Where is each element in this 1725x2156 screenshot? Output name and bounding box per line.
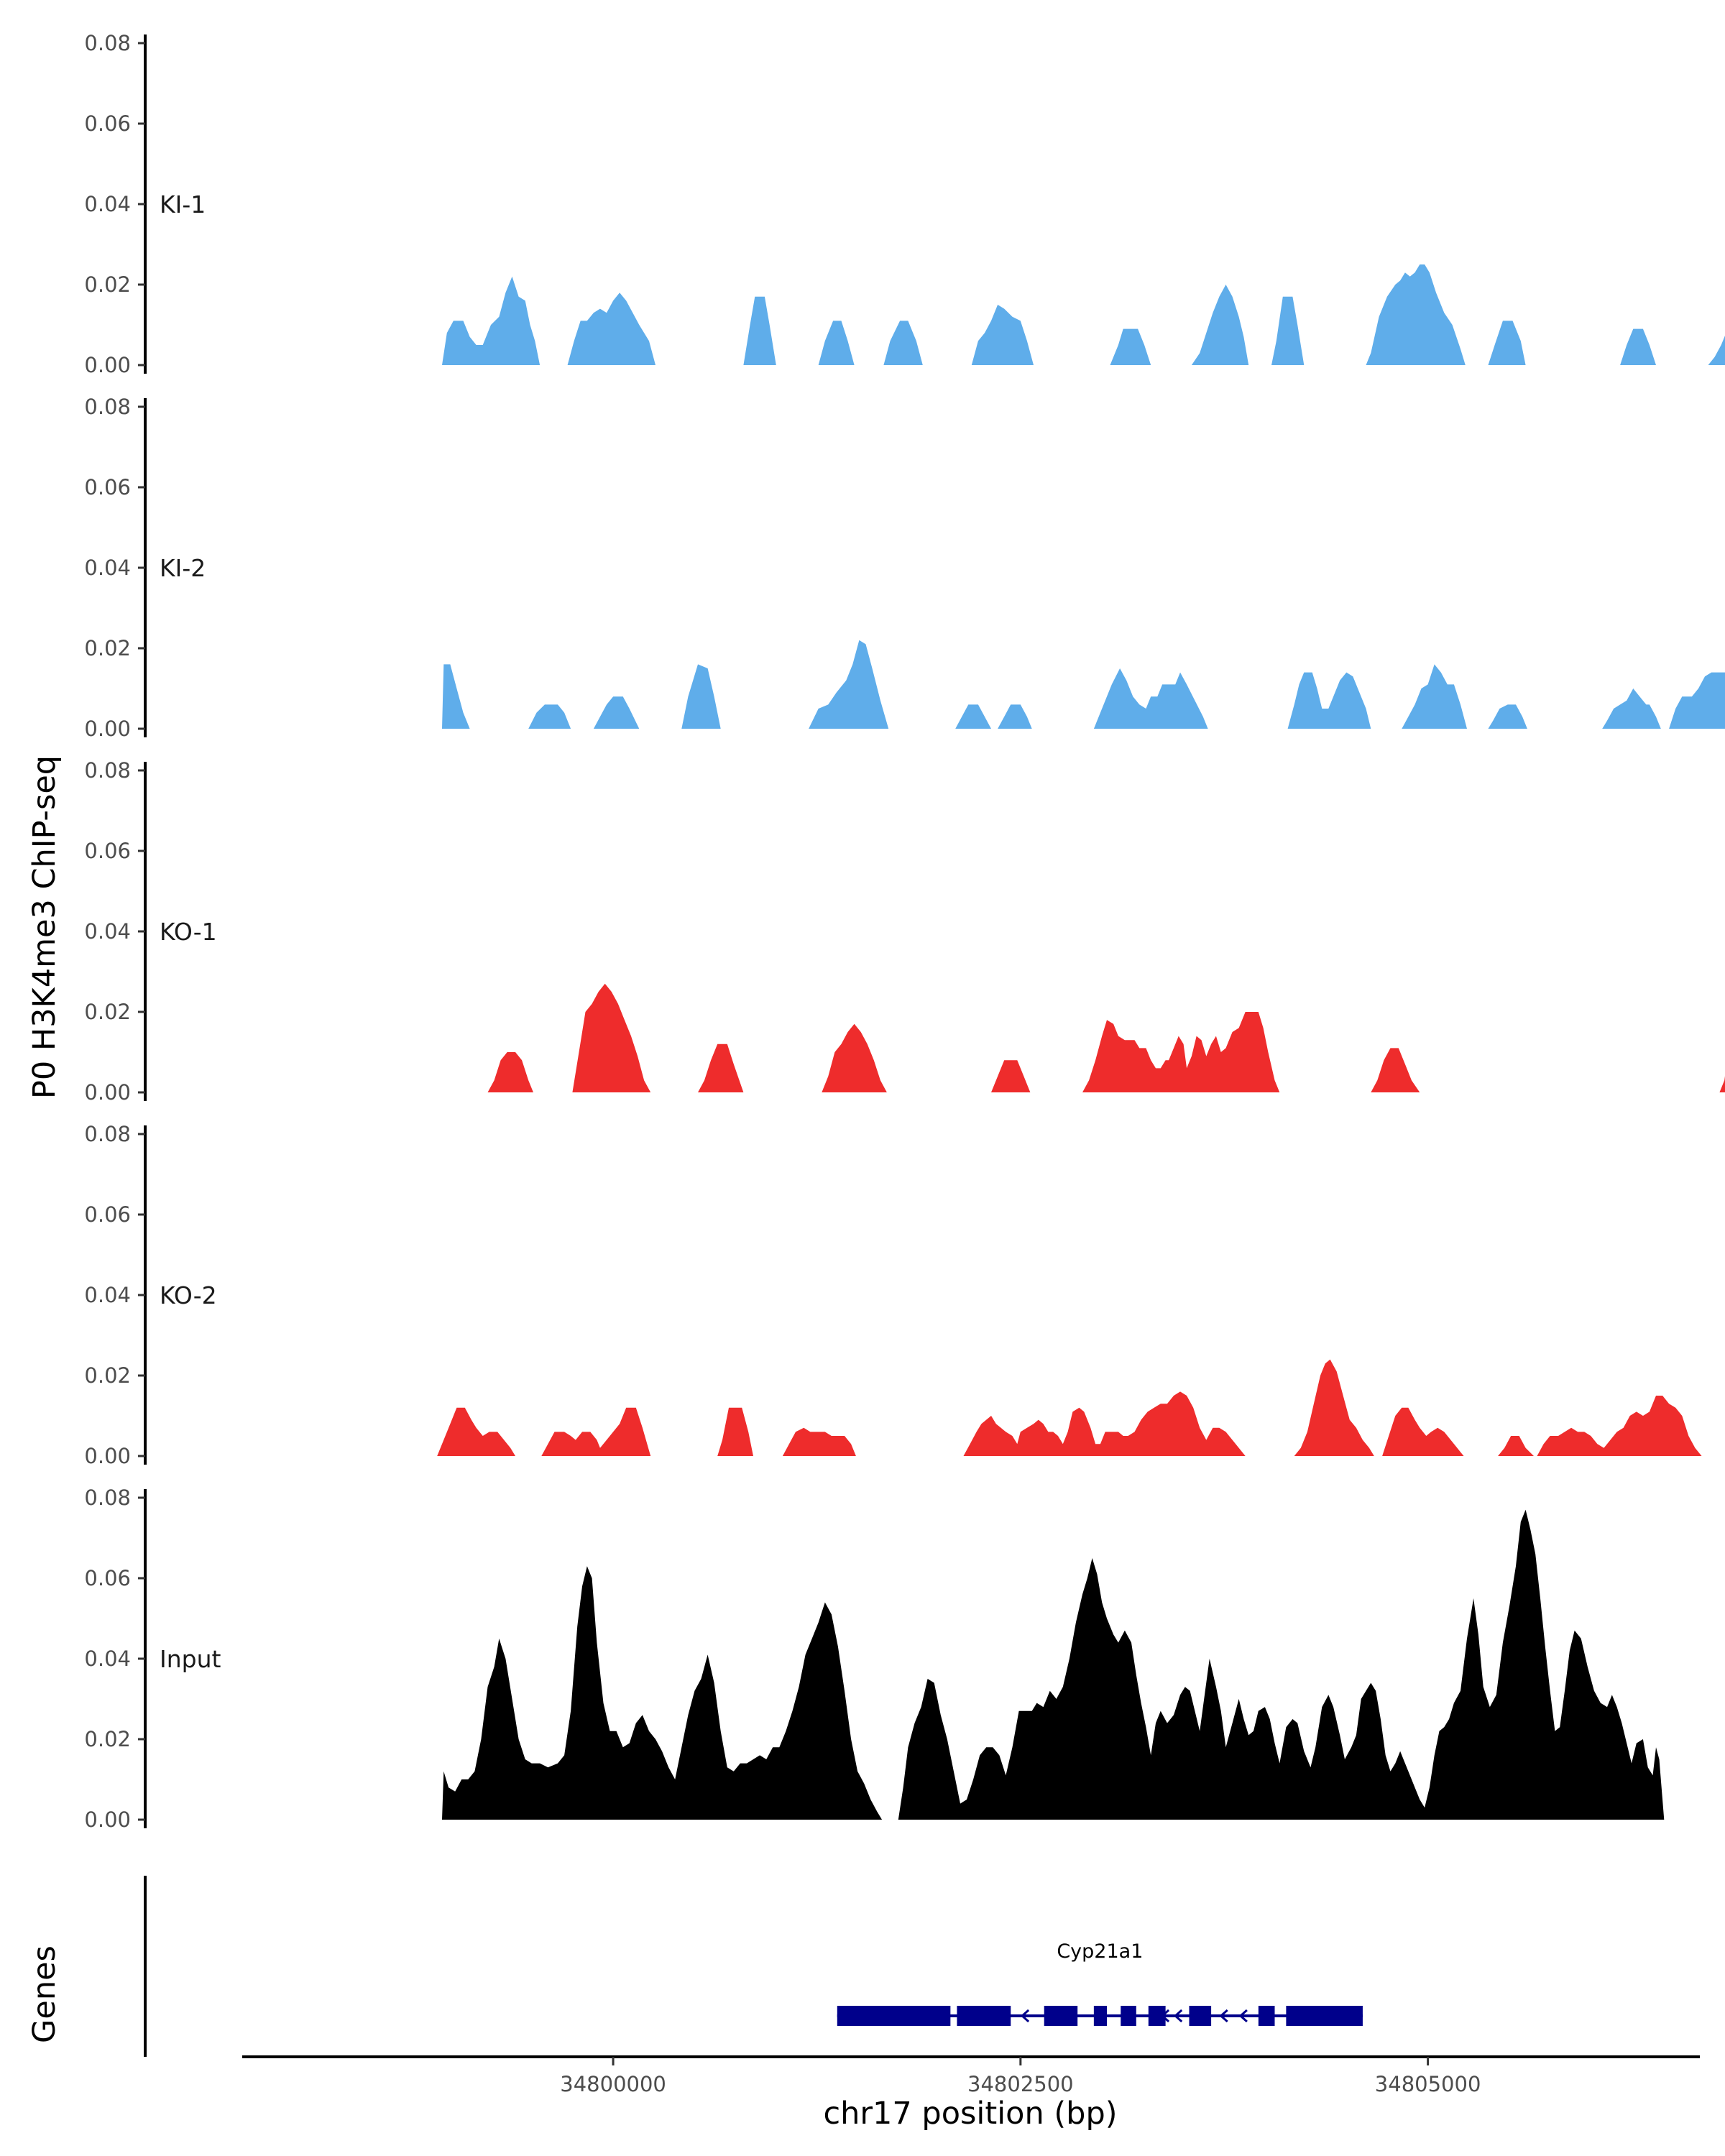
y-tick-label: 0.06 — [84, 1202, 131, 1227]
signal-area-input — [442, 1509, 1665, 1820]
strand-arrow — [1238, 2009, 1248, 2023]
y-tick-label: 0.02 — [84, 636, 131, 660]
gene-track-title: Genes — [27, 1945, 63, 2043]
y-tick-label: 0.00 — [84, 353, 131, 377]
gene-exon — [1121, 2006, 1136, 2026]
gene-exon — [957, 2006, 1011, 2026]
y-tick-label: 0.06 — [84, 475, 131, 499]
gene-name-label: Cyp21a1 — [1057, 1940, 1143, 1963]
track-ki-1: 0.00 0.02 0.04 0.06 0.08 KI-1 — [84, 31, 1725, 377]
y-tick-label: 0.06 — [84, 1566, 131, 1590]
tracks-layer: 0.00 0.02 0.04 0.06 0.08 KI-1 0.00 0.02 0.04 0.06… — [84, 31, 1725, 1832]
y-tick-label: 0.00 — [84, 1080, 131, 1105]
y-tick-label: 0.00 — [84, 1807, 131, 1832]
y-tick-label: 0.04 — [84, 1646, 131, 1671]
y-tick-label: 0.02 — [84, 272, 131, 297]
gene-exon — [837, 2006, 951, 2026]
x-axis-title: chr17 position (bp) — [823, 2096, 1117, 2132]
signal-area-ko-2 — [437, 1359, 1702, 1456]
strand-arrow — [1160, 2009, 1170, 2023]
y-tick-label: 0.02 — [84, 1363, 131, 1388]
y-tick-label: 0.08 — [84, 1485, 131, 1510]
signal-area-ki-1 — [442, 264, 1725, 365]
track-ko-1: 0.00 0.02 0.04 0.06 0.08 KO-1 — [84, 758, 1725, 1105]
strand-arrow — [1173, 2009, 1183, 2023]
gene-exon — [1093, 2006, 1107, 2026]
gene-track: Cyp21a1 34800000 34802500 34805000 — [144, 1876, 1700, 2096]
gene-exon — [1286, 2006, 1363, 2026]
track-ko-2: 0.00 0.02 0.04 0.06 0.08 KO-2 — [84, 1122, 1702, 1468]
strand-arrow — [1264, 2009, 1274, 2023]
strand-arrow — [1020, 2009, 1030, 2023]
y-tick-label: 0.04 — [84, 192, 131, 216]
y-tick-label: 0.08 — [84, 758, 131, 783]
y-tick-label: 0.00 — [84, 1444, 131, 1468]
x-tick-label: 34802500 — [967, 2072, 1074, 2096]
y-tick-label: 0.04 — [84, 1283, 131, 1307]
signal-area-ko-1 — [487, 983, 1725, 1092]
x-tick-label: 34800000 — [560, 2072, 666, 2096]
track-input: 0.00 0.02 0.04 0.06 0.08 Input — [84, 1485, 1665, 1832]
y-tick-label: 0.04 — [84, 556, 131, 580]
y-axis-title: P0 H3K4me3 ChIP-seq — [27, 755, 63, 1099]
track-label: KO-2 — [160, 1281, 217, 1309]
track-ki-2: 0.00 0.02 0.04 0.06 0.08 KI-2 — [84, 395, 1725, 741]
track-label: Input — [160, 1645, 221, 1673]
gene-exon — [1044, 2006, 1078, 2026]
y-tick-label: 0.08 — [84, 395, 131, 419]
y-tick-label: 0.02 — [84, 1000, 131, 1024]
y-tick-label: 0.04 — [84, 919, 131, 944]
signal-area-ki-2 — [442, 640, 1725, 729]
y-tick-label: 0.00 — [84, 717, 131, 741]
gene-exon — [1189, 2006, 1212, 2026]
y-tick-label: 0.02 — [84, 1727, 131, 1751]
y-tick-label: 0.08 — [84, 1122, 131, 1146]
y-tick-label: 0.06 — [84, 111, 131, 136]
track-label: KO-1 — [160, 918, 217, 946]
x-axis: 34800000 34802500 34805000 — [242, 2055, 1700, 2096]
strand-arrow — [1219, 2009, 1228, 2023]
track-label: KI-1 — [160, 190, 206, 218]
gene-exon — [1148, 2006, 1166, 2026]
y-tick-label: 0.06 — [84, 839, 131, 863]
x-tick-label: 34805000 — [1375, 2072, 1481, 2096]
track-label: KI-2 — [160, 554, 206, 582]
y-tick-label: 0.08 — [84, 31, 131, 55]
